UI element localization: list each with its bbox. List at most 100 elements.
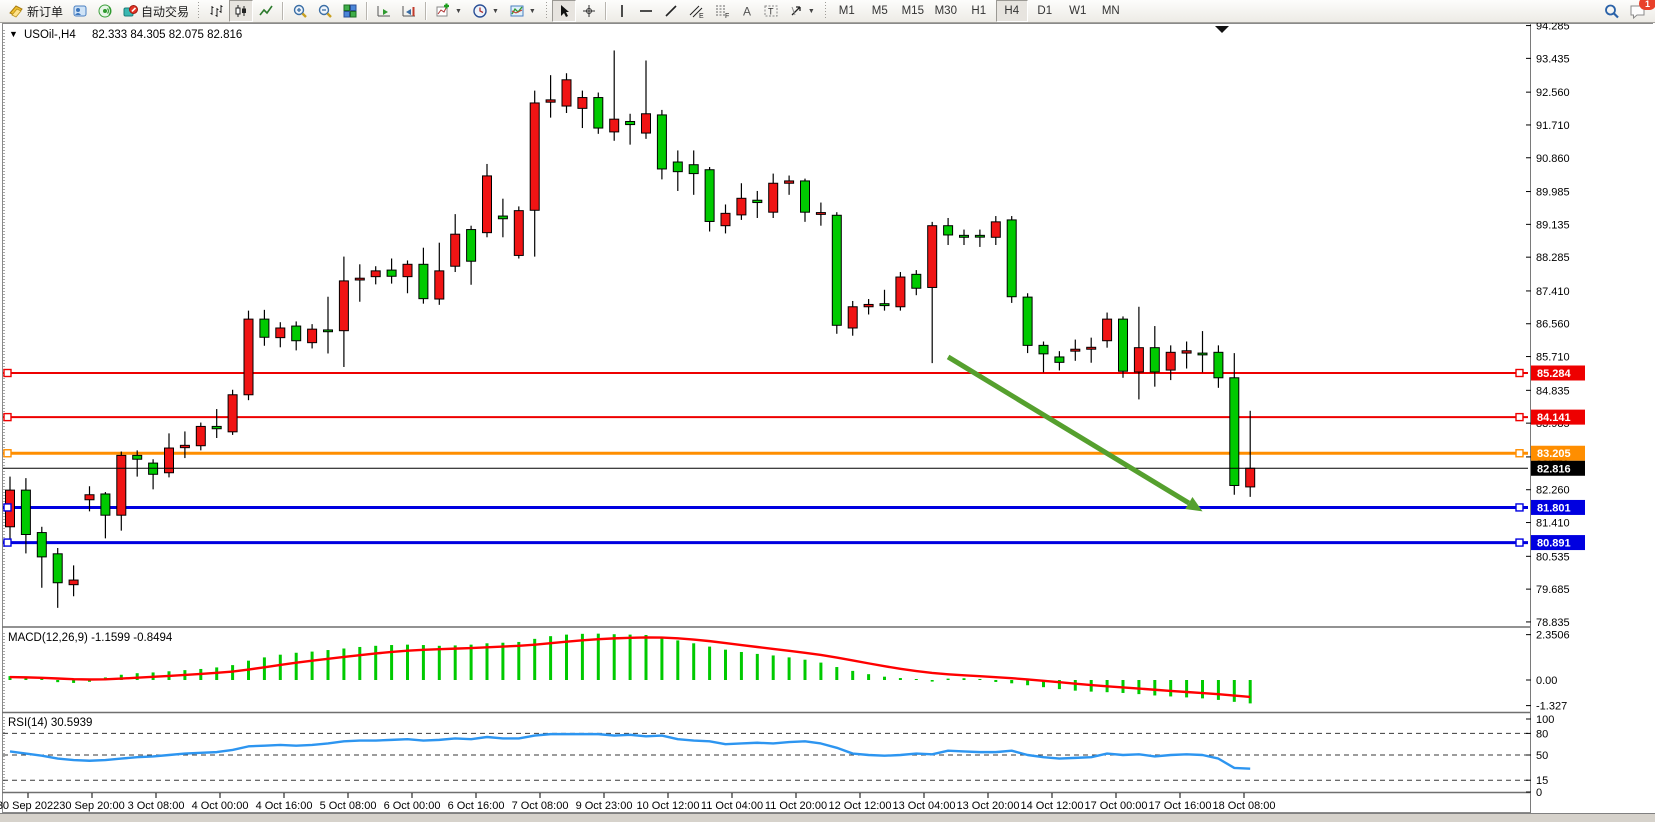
- indicators-dropdown-caret[interactable]: ▼: [455, 7, 462, 15]
- macd-signal-line: [9, 636, 1251, 699]
- price-tick-label: 91.710: [1536, 120, 1570, 132]
- label-tool-button[interactable]: T: [759, 0, 783, 22]
- fibonacci-tool-button[interactable]: F: [710, 0, 735, 22]
- periods-dropdown-caret[interactable]: ▼: [491, 7, 499, 15]
- candle-body: [497, 215, 508, 220]
- notifications-button[interactable]: 1: [1625, 0, 1655, 22]
- candle-body: [164, 447, 174, 474]
- timeframe-button-h4[interactable]: H4: [995, 0, 1028, 22]
- line-chart-mode-button[interactable]: [254, 0, 278, 22]
- candle-body: [879, 303, 890, 307]
- price-tick-label: 89.985: [1536, 187, 1570, 199]
- symbol-collapse-triangle[interactable]: ▼: [9, 29, 18, 39]
- rsi-scale-label: 100: [1536, 714, 1554, 726]
- cursor-tool-button[interactable]: [551, 0, 576, 22]
- hline-handle-right[interactable]: [1515, 538, 1524, 547]
- candle-body: [132, 454, 143, 460]
- timeframe-button-m1[interactable]: M1: [838, 5, 855, 17]
- chart-shift-button[interactable]: [397, 0, 421, 22]
- rsi-line: [9, 732, 1251, 770]
- trend-arrow-line[interactable]: [946, 354, 1191, 506]
- tile-windows-button[interactable]: [338, 0, 362, 22]
- time-axis-label: 5 Oct 08:00: [320, 800, 377, 812]
- arrow-objects-icon: [791, 6, 801, 16]
- hline-handle-left[interactable]: [3, 368, 12, 378]
- time-axis-label: 7 Oct 08:00: [512, 800, 569, 812]
- time-axis-label: 11 Oct 20:00: [765, 800, 827, 812]
- macd-scale-label: 2.3506: [1536, 630, 1570, 642]
- new-order-button[interactable]: 新订单: [4, 0, 67, 22]
- hline-handle-left[interactable]: [3, 412, 12, 422]
- timeframe-button-h1[interactable]: H1: [971, 5, 987, 17]
- hline-handle-left[interactable]: [3, 449, 12, 458]
- signals-button[interactable]: [93, 0, 117, 22]
- timeframe-toolbar: M1 M5 M15 M30 H1 H4 D1 W1 MN: [831, 0, 1127, 22]
- symbol-title: USOil-,H4: [24, 29, 76, 41]
- arrows-dropdown-caret[interactable]: ▼: [807, 7, 815, 15]
- toolbar-grip[interactable]: [823, 2, 827, 20]
- trend-arrow-head[interactable]: [1185, 497, 1203, 512]
- candle-body: [641, 113, 651, 134]
- vertical-line-tool-button[interactable]: [611, 0, 633, 22]
- autotrading-button[interactable]: 自动交易: [118, 0, 193, 22]
- toolbar-separator: [366, 2, 369, 20]
- new-order-icon: [9, 5, 23, 18]
- indicators-button[interactable]: ▼: [431, 0, 467, 22]
- toolbar-separator: [604, 2, 607, 20]
- channel-tool-button[interactable]: E: [684, 0, 709, 22]
- candle-body: [815, 212, 826, 215]
- templates-button[interactable]: ▼: [505, 0, 541, 22]
- templates-dropdown-caret[interactable]: ▼: [528, 7, 536, 15]
- bar-chart-mode-button[interactable]: [204, 0, 228, 22]
- crosshair-tool-button[interactable]: [577, 0, 601, 22]
- candle-body: [211, 425, 222, 430]
- timeframe-button-d1[interactable]: D1: [1037, 5, 1053, 17]
- toolbar-grip[interactable]: [197, 2, 201, 20]
- search-button[interactable]: [1599, 0, 1624, 22]
- rsi-scale-label: 50: [1536, 750, 1548, 762]
- trendline-tool-button[interactable]: [659, 0, 683, 22]
- hline-handle-left[interactable]: [3, 503, 12, 512]
- candle-body: [847, 306, 858, 329]
- timeframe-button-m5[interactable]: M5: [871, 5, 888, 17]
- zoom-out-button[interactable]: [313, 0, 337, 22]
- price-tick-label: 80.535: [1536, 551, 1570, 563]
- timeframe-button-m30[interactable]: M30: [934, 5, 957, 17]
- auto-scroll-button[interactable]: [372, 0, 396, 22]
- time-axis-label: 13 Oct 04:00: [893, 800, 956, 812]
- bar-chart-icon: [210, 5, 223, 17]
- periods-button[interactable]: ▼: [468, 0, 504, 22]
- candle-body: [179, 444, 190, 449]
- hline-handle-right[interactable]: [1515, 449, 1524, 458]
- timeframe-button-w1[interactable]: W1: [1069, 5, 1087, 17]
- candle-body: [1070, 348, 1081, 352]
- hline-handle-right[interactable]: [1515, 412, 1524, 422]
- hline-handle-right[interactable]: [1515, 368, 1524, 378]
- market-watch-button[interactable]: [68, 0, 92, 22]
- chart-shift-marker[interactable]: [1215, 26, 1229, 33]
- toolbar-grip[interactable]: [544, 2, 548, 20]
- candle-body: [20, 489, 31, 536]
- text-tool-button[interactable]: A: [736, 0, 758, 22]
- arrows-tool-button[interactable]: ▼: [784, 0, 820, 22]
- timeframe-button-m15[interactable]: M15: [901, 5, 924, 17]
- hline-handle-right[interactable]: [1515, 503, 1524, 512]
- price-line-label: 84.141: [1537, 412, 1571, 424]
- hline-handle-left[interactable]: [3, 538, 12, 547]
- candle-body: [450, 233, 461, 267]
- line-chart-icon: [259, 5, 273, 16]
- zoom-in-button[interactable]: [288, 0, 312, 22]
- candle-body: [1165, 351, 1176, 371]
- symbol-ohlc-values: 82.333 84.305 82.075 82.816: [92, 29, 242, 41]
- candle-body: [513, 210, 524, 256]
- price-line-label-box: [1531, 460, 1585, 476]
- candlestick-mode-button[interactable]: [229, 0, 254, 22]
- rsi-scale-label: 0: [1536, 787, 1542, 799]
- timeframe-button-mn[interactable]: MN: [1101, 5, 1120, 17]
- macd-scale-label: 0.00: [1536, 675, 1557, 687]
- time-axis-label: 30 Sep 20:00: [59, 800, 124, 812]
- candle-body: [275, 327, 286, 339]
- horizontal-line-tool-button[interactable]: [634, 0, 658, 22]
- candle-body: [1245, 467, 1256, 488]
